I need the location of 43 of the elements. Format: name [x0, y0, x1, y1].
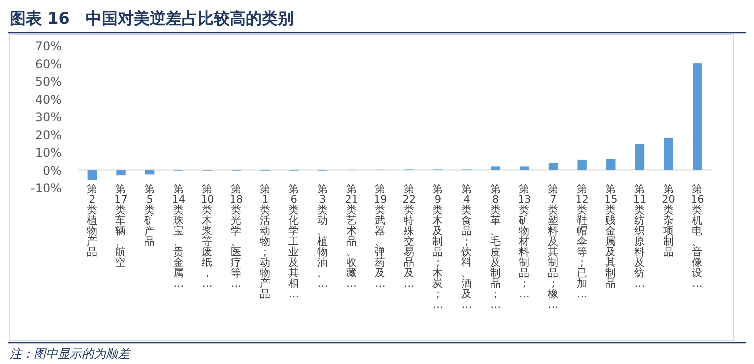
y-tick-label: -10%: [30, 182, 62, 196]
x-tick-label: 第7类塑料及其制品;橡…: [548, 183, 559, 311]
x-tick-label: 第15类贱金属及其制品: [604, 183, 618, 290]
x-tick-label: 第5类矿产品: [144, 183, 156, 248]
bar: [491, 166, 500, 170]
x-tick-label: 第3类动、植物油、…: [317, 183, 328, 290]
x-tick-label: 第20类杂项制品: [662, 183, 676, 258]
y-tick-label: 10%: [35, 146, 62, 160]
x-tick-label: 第16类机电、音像设…: [690, 183, 704, 290]
y-tick-label: 20%: [35, 128, 62, 142]
x-tick-label: 第4类食品;饮料、酒及…: [462, 183, 473, 311]
y-tick-label: 60%: [35, 57, 62, 72]
bar: [606, 159, 616, 170]
bar: [692, 64, 702, 170]
x-tick-label: 第21类艺术品、收藏…: [345, 183, 358, 290]
x-tick-label: 第11类纺织原料及纺…: [633, 183, 647, 290]
x-tick-label: 第10类木浆等废纸,…: [201, 183, 214, 290]
x-tick-label: 第6类化学工业及其相…: [288, 183, 300, 300]
bar: [520, 166, 530, 170]
x-tick-label: 第12类鞋帽伞等;已加…: [576, 183, 589, 300]
y-tick-label: 0%: [42, 164, 62, 178]
bar: [635, 144, 645, 170]
x-tick-label: 第14类珠宝、贵金属…: [172, 183, 186, 290]
bar: [664, 138, 674, 170]
y-tick-label: 70%: [35, 40, 62, 54]
bar: [578, 160, 587, 170]
y-tick-label: 30%: [35, 110, 62, 124]
chart-title: 图表 16 中国对美逆差占比较高的类别: [10, 9, 294, 28]
y-tick-label: 50%: [35, 75, 62, 89]
bar: [88, 170, 98, 180]
bar: [548, 164, 558, 170]
x-tick-label: 第2类植物产品: [86, 183, 98, 258]
x-tick-label: 第18类光学、医疗等…: [230, 183, 244, 290]
x-tick-label: 第9类木及制品;木炭;…: [432, 183, 444, 311]
x-tick-label: 第22类特殊交易品及…: [402, 183, 416, 290]
x-tick-label: 第19类武器、弹药及…: [374, 183, 388, 290]
x-tick-label: 第8类革、毛皮及制品;…: [490, 183, 502, 311]
x-tick-label: 第13类矿物材料制品;…: [518, 183, 532, 300]
text: 注：图中显示的为顺差: [10, 347, 132, 361]
x-tick-label: 第17类车辆、航空: [114, 183, 128, 269]
x-tick-label: 第1类活动物;动物产品: [260, 183, 271, 300]
y-tick-label: 40%: [35, 92, 62, 107]
bar: [116, 170, 126, 176]
